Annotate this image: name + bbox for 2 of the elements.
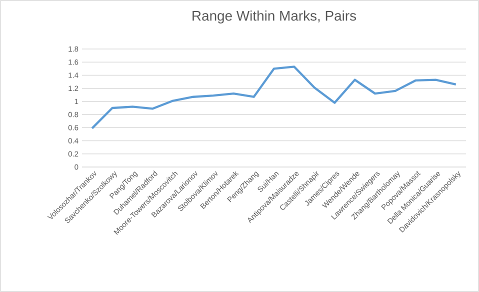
line-series (91, 66, 457, 130)
chart-title: Range Within Marks, Pairs (192, 10, 356, 24)
